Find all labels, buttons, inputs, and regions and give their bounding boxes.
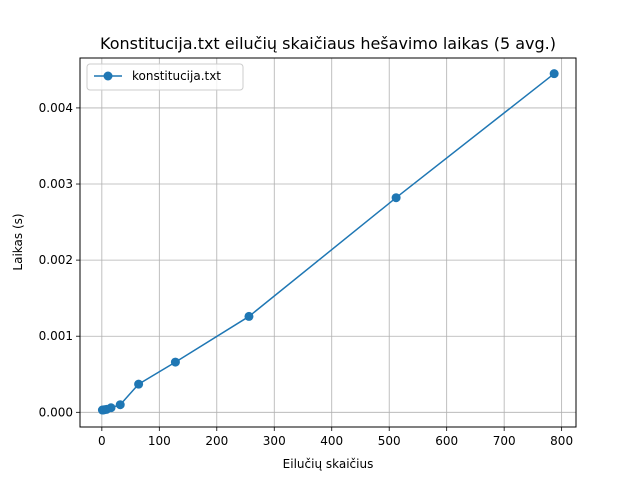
- data-point: [115, 400, 125, 410]
- legend-box: [86, 63, 244, 91]
- x-tick-label: 800: [550, 434, 573, 448]
- x-axis: 0 100 200 300 400 500 600 700 800: [98, 427, 573, 448]
- grid: [80, 58, 576, 427]
- y-axis-label: Laikas (s): [11, 213, 25, 270]
- y-tick-label: 0.002: [39, 253, 73, 267]
- legend-marker-swatch: [103, 71, 113, 81]
- data-point: [170, 357, 180, 367]
- data-point: [134, 379, 144, 389]
- y-tick-label: 0.003: [39, 177, 73, 191]
- y-tick-label: 0.000: [39, 405, 73, 419]
- x-tick-label: 700: [493, 434, 516, 448]
- x-tick-label: 300: [263, 434, 286, 448]
- data-point: [391, 193, 401, 203]
- chart-title: Konstitucija.txt eilučių skaičiaus hešav…: [100, 34, 556, 53]
- x-axis-label: Eilučių skaičius: [283, 457, 374, 471]
- data-point: [244, 311, 254, 321]
- x-tick-label: 0: [98, 434, 106, 448]
- y-axis: 0.000 0.001 0.002 0.003 0.004: [39, 101, 80, 419]
- y-tick-label: 0.001: [39, 329, 73, 343]
- plot-frame: [79, 57, 577, 428]
- legend-label: konstitucija.txt: [132, 69, 221, 83]
- x-tick-label: 200: [205, 434, 228, 448]
- y-tick-label: 0.004: [39, 101, 73, 115]
- x-tick-label: 400: [320, 434, 343, 448]
- x-tick-label: 600: [435, 434, 458, 448]
- data-point: [106, 403, 116, 413]
- legend: konstitucija.txt: [86, 63, 244, 91]
- data-point: [549, 69, 559, 79]
- x-tick-label: 100: [148, 434, 171, 448]
- series-layer: [97, 69, 559, 415]
- x-tick-label: 500: [378, 434, 401, 448]
